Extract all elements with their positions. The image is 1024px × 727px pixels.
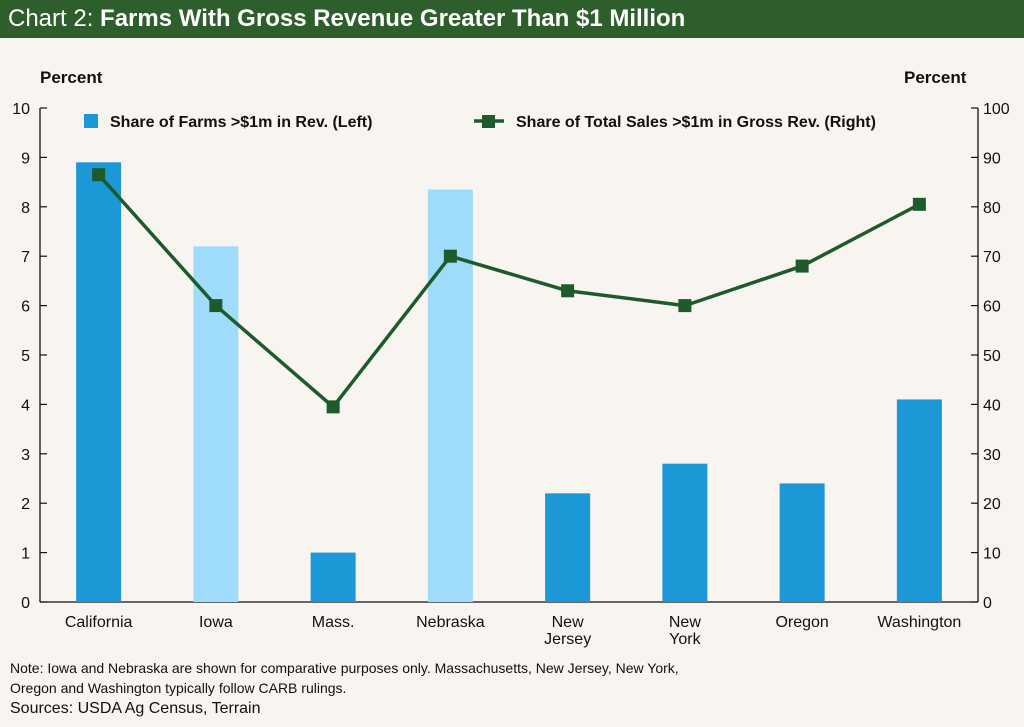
left-axis-tick-label: 0 — [21, 595, 30, 612]
left-axis-unit-label: Percent — [40, 68, 103, 87]
left-axis-tick-label: 3 — [21, 447, 30, 464]
chart-title-main: Farms With Gross Revenue Greater Than $1… — [100, 5, 686, 32]
left-axis-tick-label: 8 — [21, 200, 30, 217]
category-label: Washington — [877, 614, 961, 631]
right-axis-tick-label: 60 — [983, 299, 1001, 316]
chart: 0123456789100102030405060708090100Califo… — [12, 101, 1010, 648]
left-axis-tick-label: 5 — [21, 348, 30, 365]
sales-share-point-new-jersey — [561, 284, 575, 298]
left-axis-tick-label: 10 — [12, 101, 30, 118]
right-axis-tick-label: 30 — [983, 447, 1001, 464]
left-axis-tick-label: 9 — [21, 150, 30, 167]
bar-new-jersey — [545, 493, 591, 602]
legend-line-label: Share of Total Sales >$1m in Gross Rev. … — [516, 114, 876, 131]
right-axis-tick-label: 70 — [983, 249, 1001, 266]
right-axis-tick-label: 40 — [983, 397, 1001, 414]
category-label: California — [65, 614, 133, 631]
sales-share-point-iowa — [209, 299, 223, 313]
right-axis-tick-label: 100 — [983, 101, 1010, 118]
right-axis-unit-label: Percent — [904, 68, 967, 87]
sales-share-point-new-york — [678, 299, 692, 313]
bar-california — [76, 162, 122, 602]
bar-washington — [896, 399, 942, 602]
right-axis-tick-label: 90 — [983, 150, 1001, 167]
category-label: Iowa — [199, 614, 233, 631]
title-bar: Chart 2: Farms With Gross Revenue Greate… — [0, 0, 1024, 38]
right-axis-tick-label: 0 — [983, 595, 992, 612]
sales-share-point-washington — [912, 197, 926, 211]
category-label: New — [552, 614, 584, 631]
category-label: New — [669, 614, 701, 631]
chart-title-prefix: Chart 2: — [8, 5, 101, 32]
category-label: York — [669, 631, 701, 648]
right-axis-tick-label: 80 — [983, 200, 1001, 217]
left-axis-tick-label: 1 — [21, 546, 30, 563]
left-axis-tick-label: 4 — [21, 397, 30, 414]
footer-note-line-2: Oregon and Washington typically follow C… — [10, 680, 347, 696]
chart-title: Chart 2: Farms With Gross Revenue Greate… — [8, 5, 685, 33]
left-axis-tick-label: 2 — [21, 496, 30, 513]
left-axis-tick-label: 7 — [21, 249, 30, 266]
bar-mass — [310, 552, 356, 602]
sales-share-point-california — [92, 168, 106, 182]
sales-share-point-oregon — [795, 259, 809, 273]
category-label: Jersey — [544, 631, 591, 648]
legend-bar-swatch — [84, 114, 98, 128]
left-axis-tick-label: 6 — [21, 299, 30, 316]
right-axis-tick-label: 20 — [983, 496, 1001, 513]
category-label: Oregon — [775, 614, 828, 631]
footer-note-line-1: Note: Iowa and Nebraska are shown for co… — [10, 660, 679, 676]
bar-oregon — [779, 483, 825, 602]
right-axis-tick-label: 50 — [983, 348, 1001, 365]
category-label: Nebraska — [416, 614, 485, 631]
sales-share-line — [97, 173, 921, 409]
bar-new-york — [662, 463, 708, 602]
sales-share-point-mass — [326, 400, 340, 414]
footer-sources: Sources: USDA Ag Census, Terrain — [10, 700, 261, 717]
category-label: Mass. — [312, 614, 355, 631]
right-axis-tick-label: 10 — [983, 546, 1001, 563]
legend-bar-label: Share of Farms >$1m in Rev. (Left) — [110, 114, 372, 131]
legend-line-marker — [482, 115, 495, 128]
sales-share-point-nebraska — [443, 249, 457, 263]
